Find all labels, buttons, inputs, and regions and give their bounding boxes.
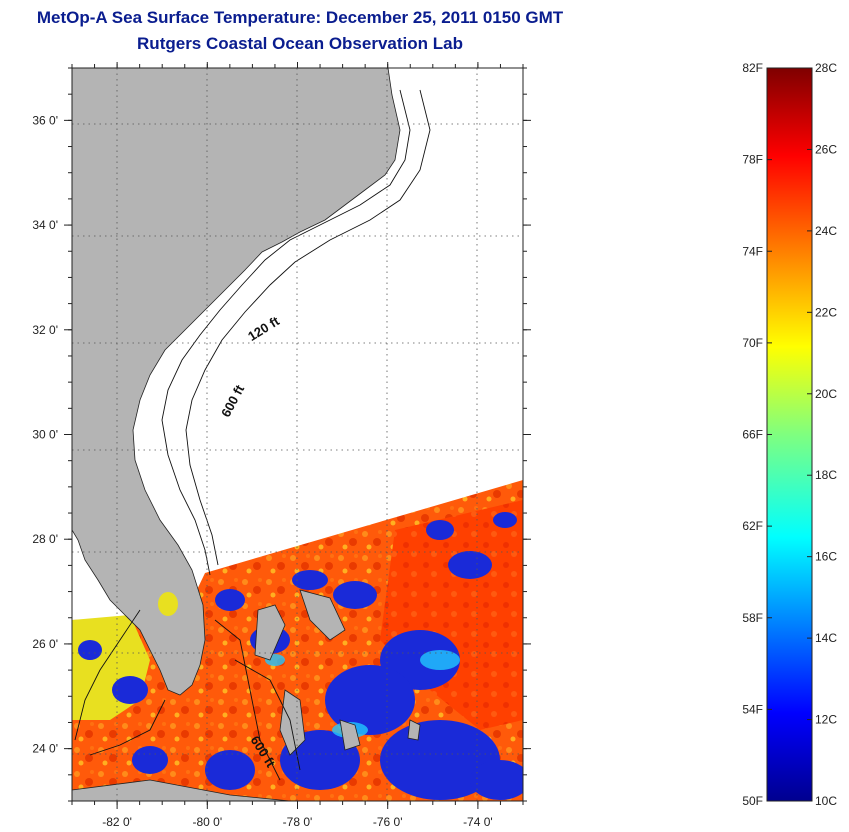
map-subtitle: Rutgers Coastal Ocean Observation Lab xyxy=(137,34,463,53)
lon-tick-label: -82 0' xyxy=(102,815,132,829)
colorbar-c-label: 16C xyxy=(815,550,837,564)
lat-tick-label: 26 0' xyxy=(32,637,58,651)
colorbar-c-label: 10C xyxy=(815,794,837,808)
lat-tick-label: 36 0' xyxy=(32,113,58,127)
map-title: MetOp-A Sea Surface Temperature: Decembe… xyxy=(36,8,564,27)
colorbar-c-label: 26C xyxy=(815,142,837,156)
colorbar-f-label: 82F xyxy=(742,61,763,75)
colorbar-f-label: 74F xyxy=(742,244,763,258)
colorbar-f-label: 78F xyxy=(742,153,763,167)
colorbar-f-label: 62F xyxy=(742,519,763,533)
land-us-southeast xyxy=(72,68,401,696)
colorbar-c-label: 28C xyxy=(815,61,837,75)
colorbar-c-label: 24C xyxy=(815,224,837,238)
colorbar-c-label: 22C xyxy=(815,305,837,319)
lon-tick-label: -78 0' xyxy=(283,815,313,829)
land-cuba xyxy=(72,779,291,801)
colorbar-celsius-labels: 28C 26C 24C 22C 20C 18C 16C 14C 12C 10C xyxy=(807,61,837,808)
colorbar-f-label: 58F xyxy=(742,611,763,625)
colorbar-fahrenheit-labels: 82F 78F 74F 70F 66F 62F 58F 54F 50F xyxy=(742,61,772,808)
colorbar-gradient xyxy=(767,68,812,801)
colorbar-f-label: 54F xyxy=(742,702,763,716)
grid-lines xyxy=(72,68,523,801)
colorbar-f-label: 66F xyxy=(742,428,763,442)
lat-tick-label: 28 0' xyxy=(32,532,58,546)
lon-axis: -82 0' -80 0' -78 0' -76 0' -74 0' xyxy=(71,62,524,829)
land-bahamas xyxy=(254,589,421,756)
lon-tick-label: -80 0' xyxy=(192,815,222,829)
bathymetry-contours xyxy=(74,89,431,781)
lon-tick-label: -74 0' xyxy=(463,815,493,829)
lat-tick-label: 32 0' xyxy=(32,323,58,337)
colorbar-c-label: 14C xyxy=(815,631,837,645)
colorbar-f-label: 50F xyxy=(742,794,763,808)
lon-tick-label: -76 0' xyxy=(373,815,403,829)
lat-tick-label: 24 0' xyxy=(32,742,58,756)
colorbar: 82F 78F 74F 70F 66F 62F 58F 54F 50F 28C 26C 24C 22C… xyxy=(742,61,837,808)
colorbar-f-label: 70F xyxy=(742,336,763,350)
colorbar-c-label: 20C xyxy=(815,387,837,401)
colorbar-c-label: 12C xyxy=(815,713,837,727)
colorbar-c-label: 18C xyxy=(815,468,837,482)
lat-tick-label: 30 0' xyxy=(32,428,58,442)
lat-tick-label: 34 0' xyxy=(32,218,58,232)
lat-axis: 24 0' 26 0' 28 0' 30 0' 32 0' 34 0' 36 0' xyxy=(32,67,531,802)
lake-okeechobee xyxy=(158,592,178,616)
